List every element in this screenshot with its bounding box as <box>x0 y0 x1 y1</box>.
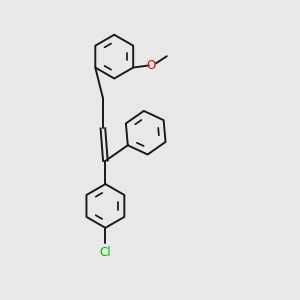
Text: O: O <box>146 59 155 72</box>
Text: Cl: Cl <box>100 246 111 259</box>
